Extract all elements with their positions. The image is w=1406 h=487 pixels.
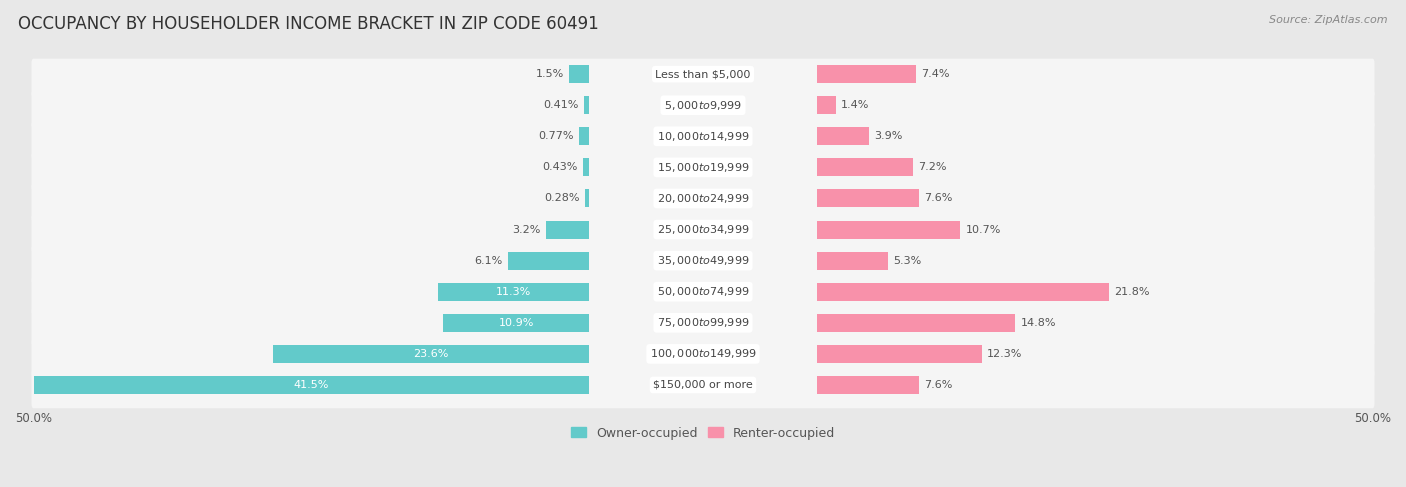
Text: $35,000 to $49,999: $35,000 to $49,999 xyxy=(657,254,749,267)
Bar xyxy=(583,158,589,176)
Text: 10.9%: 10.9% xyxy=(499,318,534,328)
Bar xyxy=(817,282,1109,301)
FancyBboxPatch shape xyxy=(31,245,1375,284)
Bar xyxy=(817,252,887,270)
Bar xyxy=(817,189,918,207)
Text: 11.3%: 11.3% xyxy=(496,287,531,297)
Text: $25,000 to $34,999: $25,000 to $34,999 xyxy=(657,223,749,236)
Bar xyxy=(443,314,589,332)
Text: 0.77%: 0.77% xyxy=(538,131,574,141)
Text: 12.3%: 12.3% xyxy=(987,349,1022,359)
Text: 7.6%: 7.6% xyxy=(924,380,952,390)
Bar xyxy=(817,376,918,394)
FancyBboxPatch shape xyxy=(31,370,1375,408)
Bar xyxy=(34,376,589,394)
Text: 7.4%: 7.4% xyxy=(921,69,950,79)
Bar xyxy=(547,221,589,239)
FancyBboxPatch shape xyxy=(31,338,1375,377)
Bar xyxy=(817,314,1015,332)
Bar xyxy=(817,221,960,239)
Bar xyxy=(817,158,914,176)
FancyBboxPatch shape xyxy=(31,276,1375,315)
Bar xyxy=(817,127,869,145)
FancyBboxPatch shape xyxy=(31,90,1375,129)
Bar xyxy=(817,96,835,114)
Text: $150,000 or more: $150,000 or more xyxy=(654,380,752,390)
Bar xyxy=(508,252,589,270)
Text: 1.5%: 1.5% xyxy=(536,69,564,79)
Text: OCCUPANCY BY HOUSEHOLDER INCOME BRACKET IN ZIP CODE 60491: OCCUPANCY BY HOUSEHOLDER INCOME BRACKET … xyxy=(18,15,599,33)
FancyBboxPatch shape xyxy=(31,183,1375,222)
FancyBboxPatch shape xyxy=(31,214,1375,253)
Text: $15,000 to $19,999: $15,000 to $19,999 xyxy=(657,161,749,174)
Text: $50,000 to $74,999: $50,000 to $74,999 xyxy=(657,285,749,298)
Text: $5,000 to $9,999: $5,000 to $9,999 xyxy=(664,99,742,112)
Text: 14.8%: 14.8% xyxy=(1021,318,1056,328)
Bar xyxy=(583,96,589,114)
Text: 7.2%: 7.2% xyxy=(918,162,948,172)
Bar xyxy=(437,282,589,301)
Text: 0.41%: 0.41% xyxy=(543,100,578,110)
Text: $75,000 to $99,999: $75,000 to $99,999 xyxy=(657,316,749,329)
FancyBboxPatch shape xyxy=(31,307,1375,346)
Text: 7.6%: 7.6% xyxy=(924,193,952,204)
Text: Less than $5,000: Less than $5,000 xyxy=(655,69,751,79)
FancyBboxPatch shape xyxy=(31,121,1375,160)
Text: 0.43%: 0.43% xyxy=(543,162,578,172)
Text: 5.3%: 5.3% xyxy=(893,256,921,265)
Text: 1.4%: 1.4% xyxy=(841,100,869,110)
Text: 6.1%: 6.1% xyxy=(474,256,502,265)
Text: 3.2%: 3.2% xyxy=(513,225,541,235)
Text: Source: ZipAtlas.com: Source: ZipAtlas.com xyxy=(1270,15,1388,25)
Bar xyxy=(817,345,981,363)
Text: 10.7%: 10.7% xyxy=(966,225,1001,235)
Text: 23.6%: 23.6% xyxy=(413,349,449,359)
Text: 41.5%: 41.5% xyxy=(294,380,329,390)
Text: $10,000 to $14,999: $10,000 to $14,999 xyxy=(657,130,749,143)
FancyBboxPatch shape xyxy=(31,58,1375,97)
Bar xyxy=(569,65,589,83)
Text: $100,000 to $149,999: $100,000 to $149,999 xyxy=(650,347,756,360)
Text: 21.8%: 21.8% xyxy=(1114,287,1150,297)
FancyBboxPatch shape xyxy=(31,152,1375,191)
Bar xyxy=(579,127,589,145)
Bar xyxy=(817,65,915,83)
Text: $20,000 to $24,999: $20,000 to $24,999 xyxy=(657,192,749,205)
Text: 0.28%: 0.28% xyxy=(544,193,581,204)
Bar xyxy=(585,189,589,207)
Text: 3.9%: 3.9% xyxy=(875,131,903,141)
Legend: Owner-occupied, Renter-occupied: Owner-occupied, Renter-occupied xyxy=(567,422,839,445)
Bar xyxy=(273,345,589,363)
